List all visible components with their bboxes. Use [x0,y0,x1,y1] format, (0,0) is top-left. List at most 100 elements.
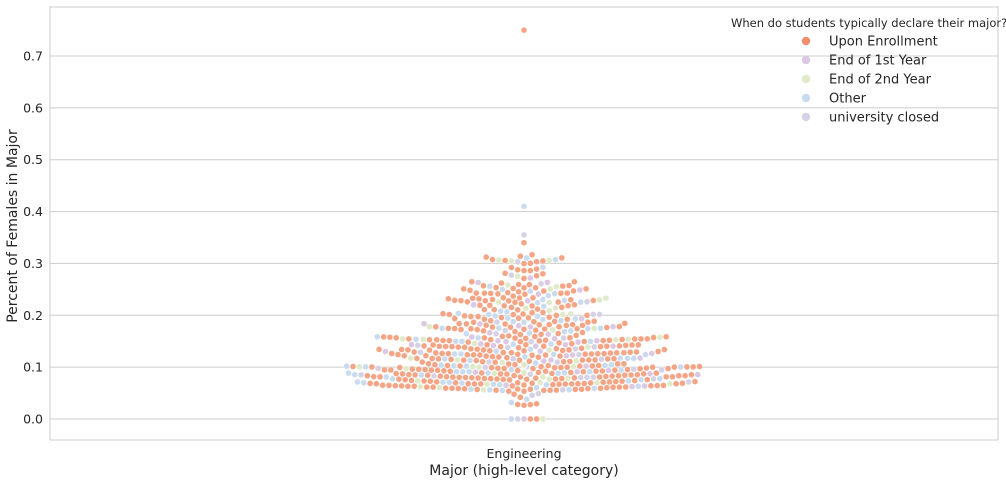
data-point [497,370,504,378]
data-point [581,338,588,345]
data-point [644,335,651,343]
data-point [514,415,521,423]
data-point [450,362,457,370]
x-tick-label: Engineering [487,446,562,461]
data-point [532,359,539,367]
data-point [432,323,439,330]
data-point [504,281,511,289]
data-point [533,415,540,423]
data-point [504,344,511,351]
data-point [469,295,476,302]
data-point [487,375,494,382]
data-point [533,400,540,407]
data-point [527,371,534,378]
data-point [616,383,623,391]
data-point [574,380,582,387]
data-point [510,285,517,292]
data-point [628,341,636,349]
data-point [510,292,517,300]
data-point [517,338,524,345]
data-point [521,291,529,298]
data-point [448,343,456,350]
data-point [441,355,448,363]
data-point [585,356,592,364]
data-point [373,380,380,387]
data-point [647,382,655,389]
data-point [609,323,617,330]
data-point [515,288,522,295]
data-point [398,382,405,390]
data-point [430,372,438,380]
data-point [528,352,536,359]
data-point [511,334,519,342]
data-point [471,380,478,388]
data-point [467,345,475,353]
data-point [545,292,552,299]
grid-lines [50,55,998,420]
data-point [584,343,592,351]
data-point [636,365,644,372]
data-point [590,311,597,318]
data-point [487,317,494,324]
data-point [520,319,528,326]
data-point [431,361,439,368]
data-point [579,322,586,329]
data-point [615,372,622,379]
data-point [451,297,458,304]
data-point [537,379,544,386]
data-point [533,265,540,273]
data-point [487,290,494,297]
data-point [572,345,579,353]
data-point [658,366,665,374]
data-point [357,371,365,379]
y-tick-label: 0.5 [23,152,43,167]
data-point [438,361,445,369]
data-point [474,374,482,382]
data-point [527,323,534,331]
data-point [457,326,465,333]
data-point [685,378,692,386]
data-point [528,380,536,387]
data-point [555,339,563,347]
data-point [563,352,570,359]
data-point [656,375,664,382]
data-point [561,369,568,377]
data-point [551,318,558,325]
data-point [691,378,699,385]
data-point [392,382,399,389]
data-point [669,373,676,380]
data-point [589,362,596,370]
data-point [593,337,601,344]
data-point [525,314,532,322]
data-point [520,231,528,239]
data-point [567,310,574,318]
data-point [468,278,475,285]
data-point [557,290,565,297]
data-point [451,350,458,358]
data-point [539,373,547,381]
data-point [522,341,529,348]
data-point [464,298,471,306]
data-point [408,377,415,384]
data-point [601,362,609,369]
data-point [488,364,495,371]
data-point [520,388,528,395]
data-point [630,366,637,373]
data-point [380,333,387,341]
data-point [622,342,629,349]
data-point [696,363,703,370]
data-point [542,337,549,344]
data-point [368,363,376,371]
data-point [460,285,467,293]
data-point [604,355,611,363]
data-point [609,384,617,391]
data-point [458,379,466,387]
data-point [591,356,599,364]
legend-marker [801,36,811,46]
data-point [523,376,530,383]
data-point [663,373,670,381]
data-point [426,336,433,343]
data-point [624,355,631,362]
data-point [497,343,504,350]
data-point [474,279,482,286]
